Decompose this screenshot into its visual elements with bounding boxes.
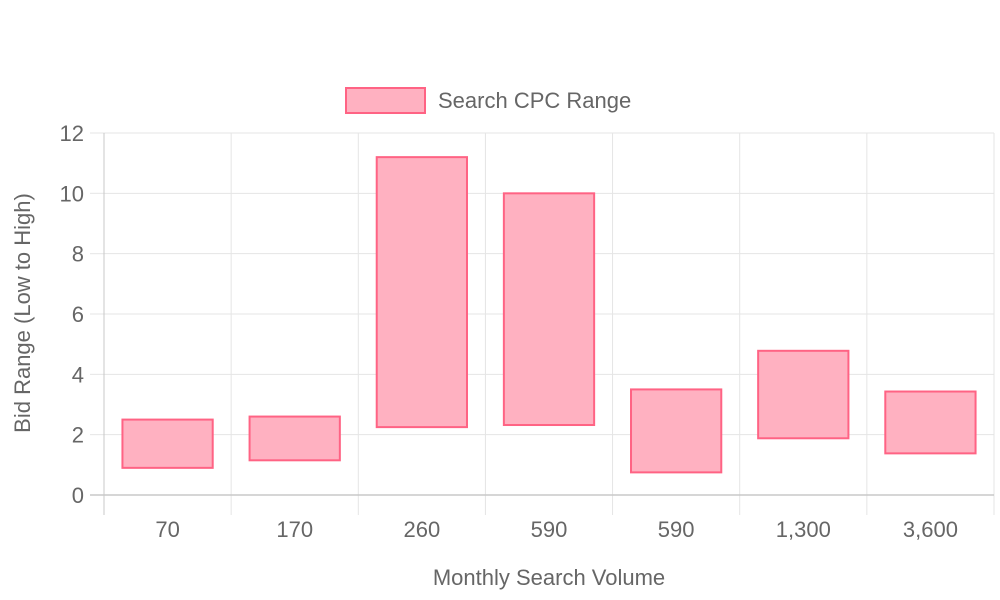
y-tick-label: 12 [60,121,84,146]
y-tick-label: 6 [72,302,84,327]
y-tick-label: 4 [72,362,84,387]
bar[interactable] [884,390,977,455]
bar[interactable] [248,415,341,462]
y-tick-label: 10 [60,181,84,206]
x-tick-label: 590 [658,517,695,542]
bar[interactable] [375,156,468,429]
legend[interactable]: Search CPC Range [345,87,631,114]
bar[interactable] [630,388,723,474]
bar[interactable] [502,192,596,427]
y-tick-label: 2 [72,423,84,448]
x-tick-label: 260 [403,517,440,542]
y-tick-labels: 0 2 4 6 8 10 12 [60,121,84,508]
bar[interactable] [121,418,214,469]
bar[interactable] [757,349,850,440]
x-tick-label: 1,300 [776,517,831,542]
x-tick-label: 170 [276,517,313,542]
y-tick-label: 0 [72,483,84,508]
x-axis-title: Monthly Search Volume [433,565,665,590]
legend-label: Search CPC Range [438,88,631,113]
y-tick-label: 8 [72,242,84,267]
x-tick-label: 70 [155,517,179,542]
legend-swatch [345,87,426,114]
bars [121,156,977,474]
x-tick-label: 3,600 [903,517,958,542]
x-tick-label: 590 [531,517,568,542]
x-tick-labels: 70 170 260 590 590 1,300 3,600 [155,517,958,542]
y-axis-title: Bid Range (Low to High) [10,193,35,433]
